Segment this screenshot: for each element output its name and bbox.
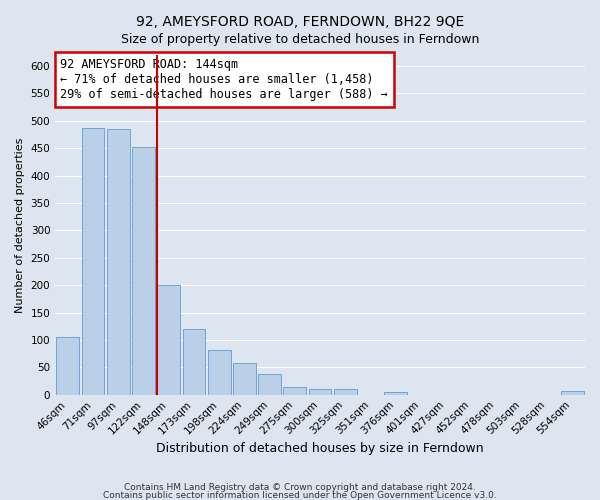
Bar — [107, 129, 130, 394]
Text: Contains HM Land Registry data © Crown copyright and database right 2024.: Contains HM Land Registry data © Crown c… — [124, 482, 476, 492]
Bar — [334, 389, 356, 394]
Bar — [561, 391, 584, 394]
Bar — [182, 329, 205, 394]
Bar — [82, 128, 104, 394]
Text: 92, AMEYSFORD ROAD, FERNDOWN, BH22 9QE: 92, AMEYSFORD ROAD, FERNDOWN, BH22 9QE — [136, 15, 464, 29]
Bar — [56, 337, 79, 394]
Bar — [157, 285, 180, 395]
Bar — [208, 350, 230, 395]
Text: 92 AMEYSFORD ROAD: 144sqm
← 71% of detached houses are smaller (1,458)
29% of se: 92 AMEYSFORD ROAD: 144sqm ← 71% of detac… — [61, 58, 388, 102]
Text: Size of property relative to detached houses in Ferndown: Size of property relative to detached ho… — [121, 32, 479, 46]
Y-axis label: Number of detached properties: Number of detached properties — [15, 137, 25, 312]
Bar — [283, 386, 306, 394]
Bar — [385, 392, 407, 394]
X-axis label: Distribution of detached houses by size in Ferndown: Distribution of detached houses by size … — [156, 442, 484, 455]
Bar — [309, 389, 331, 394]
Bar — [233, 364, 256, 394]
Text: Contains public sector information licensed under the Open Government Licence v3: Contains public sector information licen… — [103, 491, 497, 500]
Bar — [132, 147, 155, 394]
Bar — [258, 374, 281, 394]
